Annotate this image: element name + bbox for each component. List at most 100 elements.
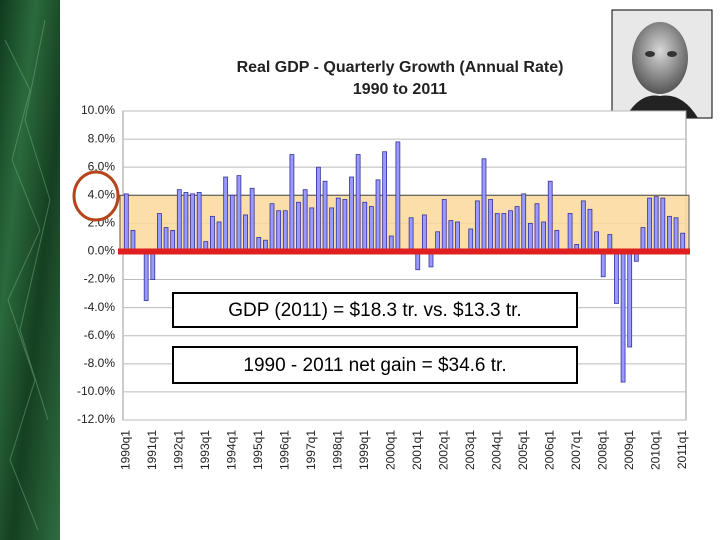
- bar: [302, 189, 308, 252]
- bar: [527, 222, 533, 252]
- bar: [508, 210, 513, 252]
- bar: [243, 214, 248, 252]
- bar: [653, 196, 659, 252]
- chart-subtitle: 1990 to 2011: [353, 81, 447, 98]
- x-tick-label: 2003q1: [463, 430, 477, 470]
- bar: [236, 175, 242, 252]
- y-tick-label: 6.0%: [88, 159, 116, 173]
- bar: [600, 251, 606, 278]
- bar: [216, 221, 222, 252]
- bar: [481, 158, 487, 252]
- x-tick-label: 1996q1: [277, 430, 291, 470]
- bar: [123, 193, 129, 252]
- bar: [183, 192, 189, 252]
- bar: [229, 194, 235, 252]
- bar: [521, 193, 527, 252]
- bar: [335, 197, 341, 252]
- bar: [322, 180, 328, 252]
- bar: [196, 192, 202, 252]
- bar: [441, 199, 447, 252]
- bar: [620, 251, 626, 383]
- x-tick-label: 1995q1: [251, 430, 265, 470]
- bar: [667, 215, 672, 252]
- x-tick-label: 1997q1: [304, 430, 318, 470]
- bar: [316, 166, 321, 252]
- annotation: 1990 - 2011 net gain = $34.6 tr.: [243, 355, 506, 376]
- x-tick-label: 2007q1: [569, 430, 583, 470]
- bar: [547, 180, 553, 252]
- bar: [587, 208, 593, 252]
- bar: [660, 197, 666, 252]
- x-tick-label: 1992q1: [171, 430, 185, 470]
- bar: [501, 213, 507, 252]
- y-tick-label: -8.0%: [84, 356, 116, 370]
- bar: [190, 193, 195, 252]
- bar: [375, 179, 381, 252]
- x-tick-label: 2004q1: [489, 430, 503, 470]
- x-tick-label: 1998q1: [330, 430, 344, 470]
- annotation: GDP (2011) = $18.3 tr. vs. $13.3 tr.: [228, 300, 521, 321]
- bar: [150, 251, 156, 280]
- x-tick-label: 1993q1: [198, 430, 212, 470]
- bar: [296, 201, 301, 252]
- x-tick-label: 1999q1: [357, 430, 371, 470]
- y-tick-label: 8.0%: [88, 131, 116, 145]
- bar: [534, 203, 540, 252]
- x-tick-label: 1991q1: [145, 430, 159, 470]
- bar: [170, 229, 176, 252]
- y-tick-label: 2.0%: [88, 216, 116, 230]
- bar: [210, 215, 215, 252]
- bar: [342, 199, 348, 252]
- bar: [143, 251, 149, 302]
- bar: [554, 229, 560, 252]
- marble-veins: [4, 19, 51, 531]
- bar: [349, 176, 354, 252]
- bar: [289, 154, 295, 252]
- bar: [249, 187, 255, 252]
- y-tick-label: 10.0%: [81, 103, 115, 117]
- bar: [455, 221, 460, 252]
- bar: [223, 176, 229, 252]
- y-tick-label: 0.0%: [88, 244, 116, 258]
- highlight-circle: [72, 170, 120, 222]
- bar: [355, 154, 361, 252]
- bar: [673, 217, 679, 252]
- x-tick-label: 2005q1: [516, 430, 530, 470]
- x-tick-label: 2010q1: [648, 430, 662, 470]
- highlight-band: [119, 194, 690, 252]
- bar: [514, 206, 520, 252]
- bar: [309, 207, 315, 252]
- x-tick-label: 2001q1: [410, 430, 424, 470]
- y-tick-label: -10.0%: [77, 384, 115, 398]
- bar: [468, 228, 474, 252]
- bar: [448, 220, 454, 252]
- x-tick-label: 2000q1: [383, 430, 397, 470]
- marble-strip: [0, 0, 60, 540]
- bar: [382, 151, 388, 252]
- bar: [176, 189, 182, 252]
- bar: [474, 200, 480, 252]
- bar: [640, 227, 646, 252]
- bar: [421, 214, 427, 252]
- bar: [329, 207, 335, 252]
- y-tick-label: -2.0%: [84, 272, 116, 286]
- y-tick-label: -12.0%: [77, 412, 115, 426]
- x-tick-label: 2008q1: [595, 430, 609, 470]
- bar: [627, 251, 633, 348]
- bar: [157, 213, 162, 252]
- bar: [395, 141, 401, 252]
- x-tick-label: 1990q1: [118, 430, 132, 470]
- bar: [282, 210, 288, 252]
- bar: [488, 199, 493, 252]
- bar: [647, 197, 652, 252]
- x-tick-label: 2002q1: [436, 430, 450, 470]
- bar: [130, 229, 136, 252]
- bar: [362, 201, 368, 252]
- plot-area: -12.0% -10.0% -8.0% -6.0% -4.0% -2.0% 0.0% 2.0%…: [77, 103, 690, 470]
- x-tick-label: 2009q1: [622, 430, 636, 470]
- bar: [541, 221, 546, 252]
- bar: [494, 213, 500, 252]
- chart-title: Real GDP - Quarterly Growth (Annual Rate…: [237, 59, 564, 76]
- y-tick-label: -6.0%: [84, 328, 116, 342]
